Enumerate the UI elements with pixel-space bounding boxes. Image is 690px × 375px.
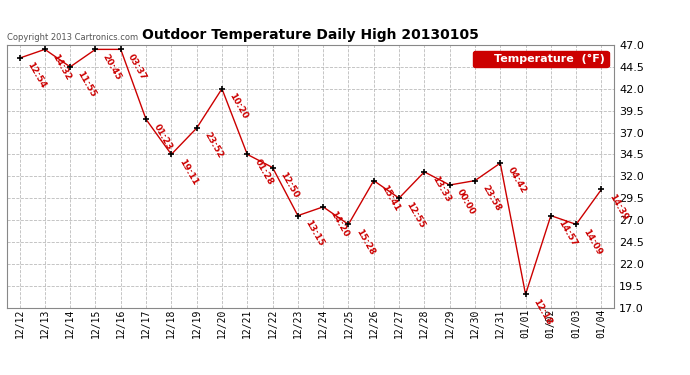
Text: 14:09: 14:09 [582, 227, 604, 256]
Text: 12:50: 12:50 [278, 170, 300, 200]
Text: 15:41: 15:41 [380, 183, 402, 213]
Text: 15:28: 15:28 [354, 227, 376, 256]
Legend: Temperature  (°F): Temperature (°F) [473, 51, 609, 67]
Text: 20:45: 20:45 [101, 52, 123, 81]
Title: Outdoor Temperature Daily High 20130105: Outdoor Temperature Daily High 20130105 [142, 28, 479, 42]
Text: 01:28: 01:28 [253, 157, 275, 186]
Text: Copyright 2013 Cartronics.com: Copyright 2013 Cartronics.com [7, 33, 138, 42]
Text: 12:18: 12:18 [531, 297, 553, 327]
Text: 01:23: 01:23 [152, 122, 174, 152]
Text: 10:20: 10:20 [228, 92, 250, 121]
Text: 12:55: 12:55 [404, 201, 426, 230]
Text: 14:57: 14:57 [556, 218, 579, 248]
Text: 14:20: 14:20 [328, 210, 351, 239]
Text: 19:11: 19:11 [177, 157, 199, 186]
Text: 14:32: 14:32 [50, 52, 72, 81]
Text: 23:58: 23:58 [480, 183, 502, 213]
Text: 12:54: 12:54 [25, 61, 48, 90]
Text: 23:52: 23:52 [202, 131, 224, 160]
Text: 14:39: 14:39 [607, 192, 629, 222]
Text: 13:15: 13:15 [304, 218, 326, 248]
Text: 03:37: 03:37 [126, 52, 148, 81]
Text: 11:55: 11:55 [76, 70, 98, 99]
Text: 04:42: 04:42 [506, 166, 528, 195]
Text: 13:33: 13:33 [430, 175, 452, 204]
Text: 00:00: 00:00 [455, 188, 477, 217]
